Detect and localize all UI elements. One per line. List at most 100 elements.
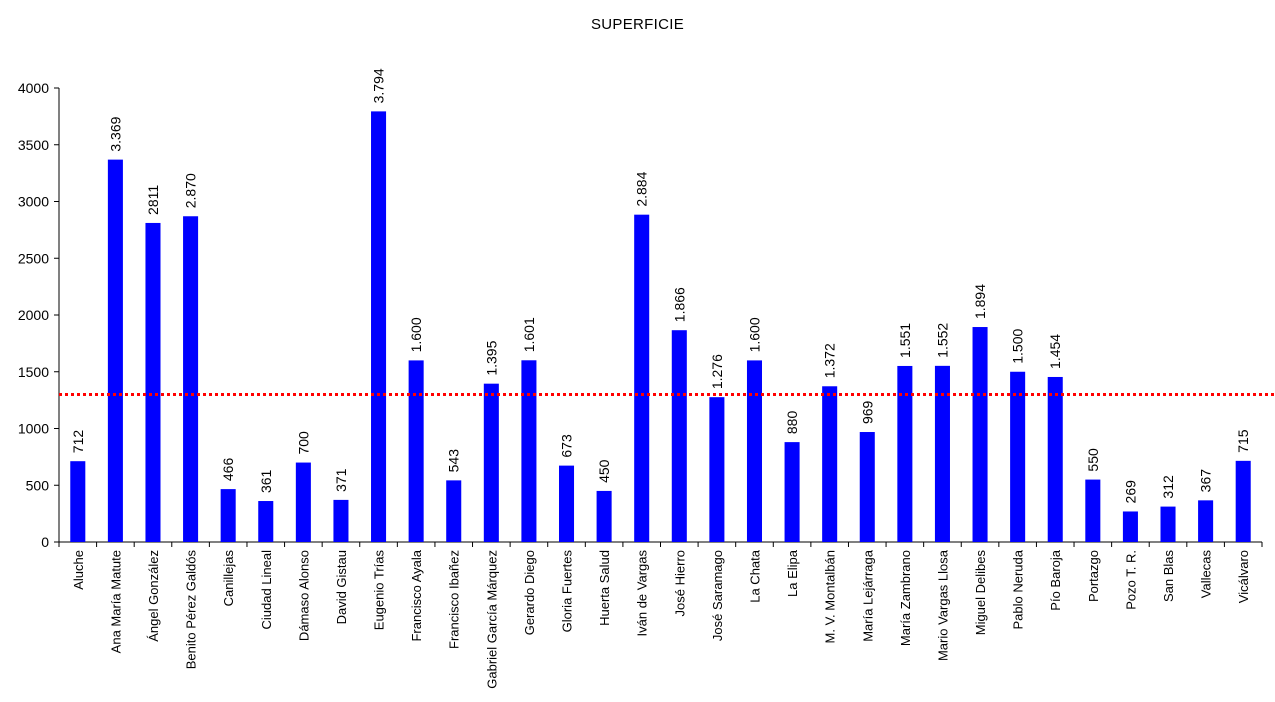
data-label: 1.894 bbox=[972, 284, 988, 319]
x-tick-label: Gabriel García Márquez bbox=[484, 550, 499, 689]
bar bbox=[822, 386, 838, 542]
data-label: 1.601 bbox=[521, 317, 537, 352]
data-label: 1.600 bbox=[746, 317, 762, 352]
data-label: 880 bbox=[784, 411, 800, 435]
y-tick-label: 2500 bbox=[18, 250, 49, 266]
bar bbox=[145, 222, 161, 542]
data-label: 1.552 bbox=[934, 323, 950, 358]
bar bbox=[1122, 511, 1138, 542]
bar bbox=[333, 499, 349, 542]
data-label: 1.372 bbox=[822, 343, 838, 378]
data-label: 269 bbox=[1122, 480, 1138, 504]
data-label: 361 bbox=[258, 469, 274, 493]
data-label: 2.884 bbox=[634, 171, 650, 206]
x-tick-label: Gloria Fuertes bbox=[560, 550, 575, 633]
x-tick-label: Huerta Salud bbox=[597, 550, 612, 626]
bar bbox=[897, 365, 913, 542]
x-tick-label: María Zambrano bbox=[898, 550, 913, 646]
bar bbox=[1047, 376, 1063, 542]
x-tick-label: Miguel Delibes bbox=[973, 550, 988, 636]
data-label: 1.395 bbox=[483, 340, 499, 375]
data-label: 2811 bbox=[145, 185, 161, 215]
bar bbox=[558, 465, 575, 542]
bar bbox=[934, 365, 950, 542]
data-label: 371 bbox=[333, 468, 349, 492]
x-tick-label: José Hierro bbox=[672, 550, 687, 616]
bar bbox=[183, 216, 199, 542]
x-tick-label: La Elipa bbox=[785, 549, 800, 597]
x-tick-label: Francisco Ibañez bbox=[447, 550, 462, 649]
x-tick-label: Benito Pérez Galdós bbox=[184, 550, 199, 670]
x-tick-label: Dámaso Alonso bbox=[296, 550, 311, 641]
data-label: 1.454 bbox=[1047, 334, 1063, 369]
x-tick-label: Vicálvaro bbox=[1236, 550, 1251, 603]
x-tick-label: María Lejárraga bbox=[860, 549, 875, 642]
x-tick-label: San Blas bbox=[1161, 550, 1176, 603]
data-label: 543 bbox=[446, 449, 462, 473]
data-label: 550 bbox=[1085, 448, 1101, 472]
x-tick-label: Pozo T. R. bbox=[1123, 550, 1138, 610]
y-tick-label: 0 bbox=[41, 534, 49, 550]
y-tick-label: 3500 bbox=[18, 137, 49, 153]
x-tick-label: José Saramago bbox=[710, 550, 725, 641]
bar bbox=[859, 432, 875, 542]
bar bbox=[972, 327, 988, 542]
data-label: 673 bbox=[559, 434, 575, 458]
x-tick-label: Ángel González bbox=[146, 550, 161, 642]
bar bbox=[1010, 371, 1026, 542]
data-label: 1.551 bbox=[897, 323, 913, 358]
data-label: 1.276 bbox=[709, 354, 725, 389]
data-label: 1.500 bbox=[1010, 329, 1026, 364]
bar bbox=[258, 501, 274, 542]
y-tick-label: 500 bbox=[26, 477, 50, 493]
x-tick-label: La Chata bbox=[747, 549, 762, 603]
data-label: 466 bbox=[220, 458, 236, 482]
bar bbox=[70, 461, 86, 542]
data-label: 969 bbox=[859, 400, 875, 424]
bar bbox=[446, 480, 462, 542]
data-label: 2.870 bbox=[183, 173, 199, 208]
x-tick-label: Eugenio Trías bbox=[372, 550, 387, 631]
x-tick-label: Ciudad Lineal bbox=[259, 550, 274, 630]
data-label: 715 bbox=[1235, 429, 1251, 453]
data-label: 712 bbox=[70, 430, 86, 454]
data-label: 312 bbox=[1160, 475, 1176, 499]
x-tick-label: Canillejas bbox=[221, 550, 236, 607]
y-tick-label: 2000 bbox=[18, 307, 49, 323]
bar bbox=[1160, 506, 1176, 542]
bar bbox=[220, 489, 236, 542]
bar bbox=[634, 214, 650, 542]
x-tick-label: Ana María Matute bbox=[108, 550, 123, 653]
data-label: 3.369 bbox=[107, 116, 123, 151]
x-tick-label: Iván de Vargas bbox=[635, 550, 650, 637]
data-label: 367 bbox=[1198, 469, 1214, 493]
x-tick-label: Portazgo bbox=[1086, 550, 1101, 602]
bar bbox=[1235, 460, 1251, 542]
data-label: 3.794 bbox=[371, 68, 387, 103]
bar bbox=[1198, 500, 1214, 542]
y-tick-label: 3000 bbox=[18, 194, 49, 210]
bar bbox=[671, 330, 687, 542]
bar bbox=[483, 383, 499, 542]
bar bbox=[596, 490, 612, 542]
data-label: 700 bbox=[295, 431, 311, 455]
bar bbox=[709, 397, 725, 542]
x-tick-label: Aluche bbox=[71, 550, 86, 590]
y-tick-label: 4000 bbox=[18, 80, 49, 96]
data-label: 1.600 bbox=[408, 317, 424, 352]
bar bbox=[784, 442, 800, 542]
x-tick-label: Pío Baroja bbox=[1048, 549, 1063, 610]
x-tick-label: Francisco Ayala bbox=[409, 549, 424, 641]
bar bbox=[371, 111, 387, 543]
x-tick-label: M. V. Montalbán bbox=[823, 550, 838, 643]
x-tick-label: David Gistau bbox=[334, 550, 349, 624]
bar bbox=[295, 462, 311, 542]
chart-title: SUPERFICIE bbox=[590, 16, 684, 33]
data-label: 450 bbox=[596, 459, 612, 483]
data-label: 1.866 bbox=[671, 287, 687, 322]
x-tick-label: Gerardo Diego bbox=[522, 550, 537, 635]
bar bbox=[107, 159, 123, 542]
x-tick-label: Vallecas bbox=[1199, 550, 1214, 599]
x-tick-label: Mario Vargas Llosa bbox=[935, 549, 950, 661]
